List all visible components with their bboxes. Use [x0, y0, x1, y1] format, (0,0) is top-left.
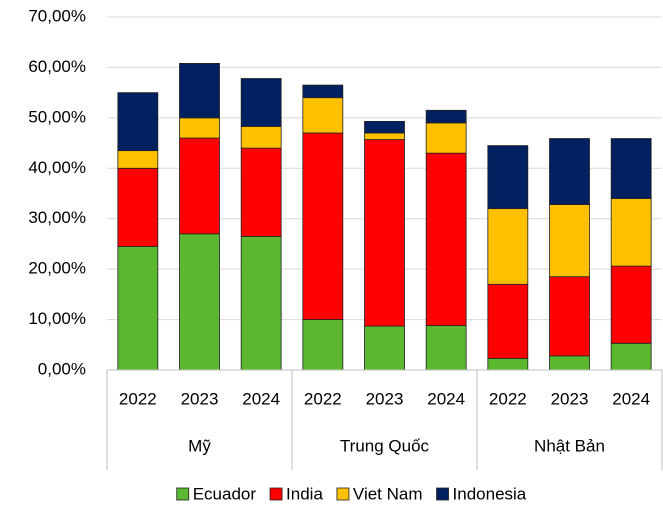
bar-segment — [487, 208, 529, 285]
x-tick-label: 2024 — [427, 389, 465, 408]
x-tick-label: 2024 — [612, 389, 650, 408]
bar-segment — [240, 147, 282, 237]
bar-segment — [364, 139, 405, 327]
bar-segment — [302, 132, 344, 320]
legend-swatch — [176, 487, 190, 501]
bar-segment — [610, 198, 652, 267]
bar-segment — [549, 204, 590, 278]
x-tick-label: 2023 — [181, 389, 219, 408]
y-tick-label: 60,00% — [28, 57, 86, 76]
x-tick-label: 2023 — [551, 389, 589, 408]
bar-segment — [425, 325, 467, 371]
bar-segment — [179, 233, 220, 371]
legend-swatch — [336, 487, 350, 501]
group-label: Nhật Bản — [534, 436, 605, 455]
bar-segment — [179, 117, 220, 139]
bar-segment — [487, 145, 529, 210]
legend-label: India — [286, 484, 323, 503]
bar-segment — [302, 97, 344, 134]
x-tick-label: 2022 — [489, 389, 527, 408]
bar-segment — [425, 109, 467, 124]
bar-segment — [549, 276, 590, 357]
group-label: Mỹ — [188, 436, 211, 455]
bar-segment — [364, 120, 405, 134]
bar-segment — [117, 167, 159, 247]
x-tick-label: 2023 — [366, 389, 404, 408]
legend-swatch — [436, 487, 449, 501]
bar-segment — [487, 358, 529, 371]
bar-segment — [240, 78, 282, 127]
bar-segment — [117, 92, 159, 152]
x-tick-label: 2022 — [304, 389, 342, 408]
bar-segment — [610, 342, 652, 371]
y-tick-label: 50,00% — [28, 107, 86, 126]
x-tick-label: 2022 — [119, 389, 157, 408]
bar-segment — [549, 355, 590, 371]
bar-segment — [364, 132, 405, 140]
bar-segment — [117, 150, 159, 169]
bar-segment — [364, 325, 405, 371]
legend-label: Indonesia — [453, 484, 527, 503]
bar-segment — [425, 122, 467, 154]
bar-segment — [240, 126, 282, 149]
bar-segment — [425, 152, 467, 327]
bar-segment — [179, 137, 220, 235]
legend-swatch — [269, 487, 283, 501]
y-tick-label: 40,00% — [28, 158, 86, 177]
bar-segment — [487, 283, 529, 359]
bar-segment — [302, 84, 344, 99]
y-tick-label: 0,00% — [38, 359, 86, 378]
bar-segment — [240, 235, 282, 371]
bar-segment — [117, 246, 159, 371]
y-tick-label: 10,00% — [28, 309, 86, 328]
group-label: Trung Quốc — [340, 436, 430, 455]
bar-segment — [302, 319, 344, 371]
bar-segment — [549, 138, 590, 205]
y-tick-label: 30,00% — [28, 208, 86, 227]
bar-segment — [610, 265, 652, 344]
legend-label: Ecuador — [193, 484, 257, 503]
bar-segment — [179, 62, 220, 119]
legend-label: Viet Nam — [353, 484, 423, 503]
bar-segment — [610, 138, 652, 199]
y-tick-label: 20,00% — [28, 259, 86, 278]
x-tick-label: 2024 — [242, 389, 280, 408]
y-tick-label: 70,00% — [28, 6, 86, 25]
